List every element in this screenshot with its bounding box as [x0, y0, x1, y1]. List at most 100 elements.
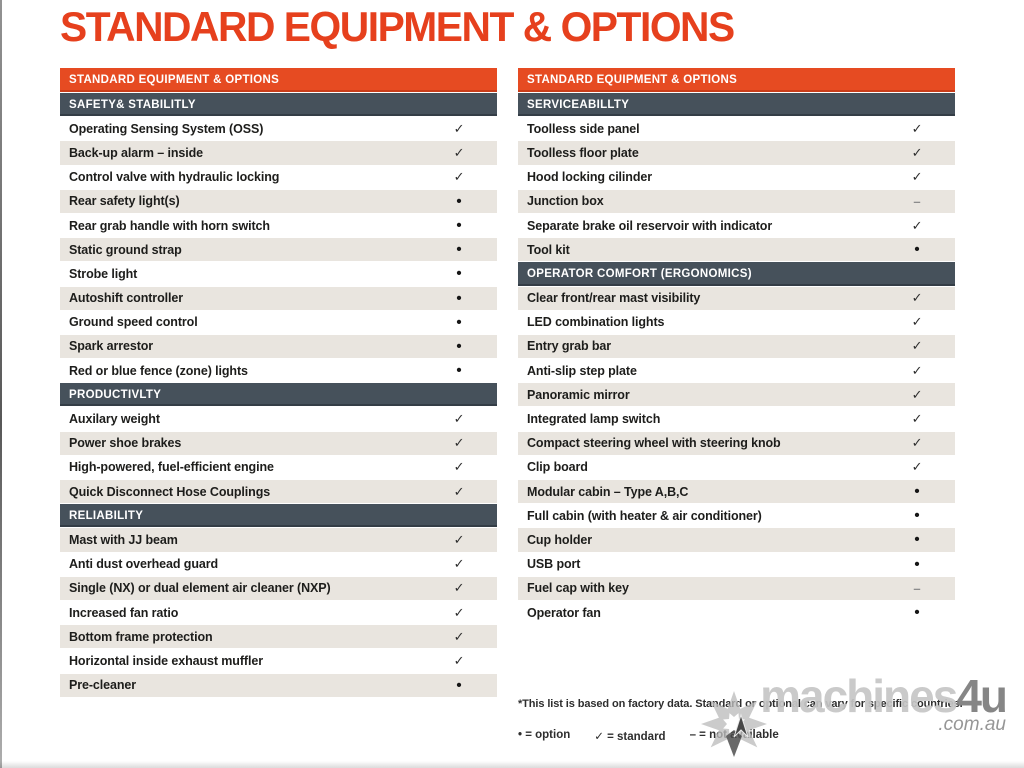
section-header-row: RELIABILITY: [60, 504, 497, 529]
check-mark: ✓: [453, 556, 465, 572]
table-row: Clip board ✓: [518, 455, 955, 480]
section-header-row: PRODUCTIVLTY: [60, 383, 497, 408]
table-row: Autoshift controller •: [60, 286, 497, 311]
check-mark: ✓: [453, 169, 465, 185]
legend-item: ✓ = standard: [594, 731, 666, 744]
table-row: Cup holder •: [518, 528, 955, 553]
table-row: Operator fan •: [518, 600, 955, 626]
table-row: Quick Disconnect Hose Couplings ✓: [60, 480, 497, 505]
legend: • = option ✓ = standard – = not available: [518, 729, 955, 743]
section-title: RELIABILITY: [69, 509, 144, 522]
check-mark: ✓: [453, 144, 465, 160]
table-row: Rear safety light(s) •: [60, 189, 497, 214]
check-mark: ✓: [911, 314, 923, 330]
item-label: Separate brake oil reservoir with indica…: [527, 218, 773, 233]
check-mark: ✓: [911, 144, 923, 160]
table-row: Static ground strap •: [60, 238, 497, 263]
table-row: Clear front/rear mast visibility ✓: [518, 286, 955, 311]
table-row: Entry grab bar ✓: [518, 334, 955, 360]
table-body-left: SAFETY& STABILITLY Operating Sensing Syst…: [60, 93, 497, 698]
item-label: Red or blue fence (zone) lights: [69, 363, 248, 378]
check-mark: ✓: [911, 169, 923, 185]
item-label: Clip board: [527, 460, 588, 475]
table-row: Power shoe brakes ✓: [60, 431, 497, 456]
item-label: Increased fan ratio: [69, 605, 179, 620]
bullet-mark: •: [914, 483, 920, 501]
table-body-right: SERVICEABILLTY Toolless side panel ✓ Toolle…: [518, 93, 955, 626]
table-header-left: STANDARD EQUIPMENT & OPTIONS: [60, 68, 497, 93]
item-label: Fuel cap with key: [527, 581, 629, 596]
legend-item: • = option: [518, 729, 571, 742]
table-header-right: STANDARD EQUIPMENT & OPTIONS: [518, 68, 955, 93]
section-title: OPERATOR COMFORT (ERGONOMICS): [527, 267, 752, 280]
table-row: Panoramic mirror ✓: [518, 383, 955, 408]
table-row: Spark arrestor •: [60, 334, 497, 360]
dash-mark: –: [913, 193, 921, 209]
bullet-mark: •: [456, 289, 462, 307]
watermark-suffix: 4u: [956, 670, 1008, 722]
check-mark: ✓: [453, 120, 465, 136]
item-label: Single (NX) or dual element air cleaner …: [69, 581, 331, 596]
check-mark: ✓: [911, 411, 923, 427]
item-label: Modular cabin – Type A,B,C: [527, 484, 689, 499]
item-label: Anti-slip step plate: [527, 363, 637, 378]
item-label: Mast with JJ beam: [69, 532, 178, 547]
table-row: USB port •: [518, 552, 955, 577]
item-label: Compact steering wheel with steering kno…: [527, 436, 781, 451]
footnote: *This list is based on factory data. Sta…: [518, 698, 963, 711]
item-label: Junction box: [527, 194, 604, 209]
table-row: Tool kit •: [518, 238, 955, 263]
item-label: Spark arrestor: [69, 339, 154, 354]
item-label: Autoshift controller: [69, 291, 183, 306]
item-label: Entry grab bar: [527, 339, 612, 354]
check-mark: ✓: [911, 120, 923, 136]
item-label: Operating Sensing System (OSS): [69, 121, 264, 136]
table-row: Auxilary weight ✓: [60, 407, 497, 432]
check-mark: ✓: [911, 362, 923, 378]
table-row: Strobe light •: [60, 262, 497, 287]
bullet-mark: •: [914, 241, 920, 259]
bullet-mark: •: [456, 676, 462, 694]
equipment-tables: STANDARD EQUIPMENT & OPTIONS SAFETY& STA…: [60, 68, 963, 743]
table-row: Rear grab handle with horn switch •: [60, 213, 497, 239]
section-header-row: SAFETY& STABILITLY: [60, 93, 497, 118]
section-header-row: SERVICEABILLTY: [518, 93, 955, 118]
table-row: Compact steering wheel with steering kno…: [518, 431, 955, 456]
item-label: Hood locking cilinder: [527, 170, 652, 185]
bullet-mark: •: [456, 192, 462, 210]
check-mark: ✓: [453, 459, 465, 475]
bullet-mark: •: [456, 337, 462, 355]
check-mark: ✓: [453, 604, 465, 620]
item-label: Rear grab handle with horn switch: [69, 218, 270, 233]
item-label: Anti dust overhead guard: [69, 557, 219, 572]
item-label: Tool kit: [527, 242, 570, 257]
table-row: Hood locking cilinder ✓: [518, 165, 955, 190]
table-row: Red or blue fence (zone) lights •: [60, 359, 497, 384]
item-label: Back-up alarm – inside: [69, 145, 203, 160]
item-label: Horizontal inside exhaust muffler: [69, 653, 263, 668]
check-mark: ✓: [453, 483, 465, 499]
item-label: Operator fan: [527, 605, 601, 620]
bullet-mark: •: [914, 604, 920, 622]
table-row: Control valve with hydraulic locking ✓: [60, 165, 497, 190]
section-title: SERVICEABILLTY: [527, 98, 630, 111]
equipment-table-right: STANDARD EQUIPMENT & OPTIONS SERVICEABIL…: [518, 68, 963, 743]
legend-item: – = not available: [689, 729, 779, 742]
item-label: Power shoe brakes: [69, 436, 182, 451]
item-label: LED combination lights: [527, 315, 665, 330]
table-row: Toolless side panel ✓: [518, 117, 955, 142]
bullet-mark: •: [456, 313, 462, 331]
table-row: Separate brake oil reservoir with indica…: [518, 213, 955, 239]
item-label: Control valve with hydraulic locking: [69, 170, 280, 185]
section-title: SAFETY& STABILITLY: [69, 98, 196, 111]
table-row: Fuel cap with key –: [518, 576, 955, 601]
table-row: Modular cabin – Type A,B,C •: [518, 480, 955, 505]
table-row: Full cabin (with heater & air conditione…: [518, 504, 955, 529]
item-label: Toolless floor plate: [527, 145, 639, 160]
table-row: Mast with JJ beam ✓: [60, 528, 497, 553]
table-row: Pre-cleaner •: [60, 673, 497, 698]
equipment-table-left: STANDARD EQUIPMENT & OPTIONS SAFETY& STA…: [60, 68, 497, 743]
check-mark: ✓: [911, 435, 923, 451]
check-mark: ✓: [911, 338, 923, 354]
item-label: Strobe light: [69, 266, 138, 281]
